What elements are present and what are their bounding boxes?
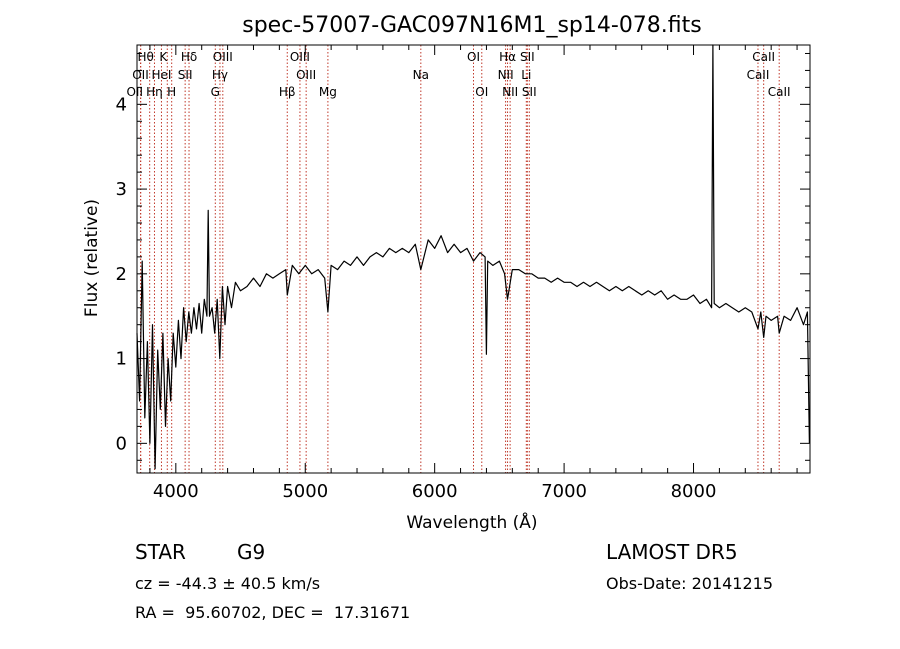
spectral-line-label: Hδ [181, 50, 197, 64]
spectral-line-label: Hη [146, 85, 163, 99]
spectral-line-label: Hα [499, 50, 516, 64]
spectral-line-label: Hβ [279, 85, 296, 99]
spectral-lines-layer [139, 45, 780, 473]
spectral-line-label: K [159, 50, 168, 64]
x-tick-label: 5000 [282, 481, 328, 502]
x-tick-label: 7000 [541, 481, 587, 502]
spectral-line-label: OI [475, 85, 488, 99]
survey-label: LAMOST DR5 [606, 540, 738, 564]
coordinates-text: RA = 95.60702, DEC = 17.31671 [135, 603, 411, 622]
object-subclass-label: G9 [237, 540, 266, 564]
axis-ticks-layer: 4000 5000 6000 7000 8000 0 1 2 3 4 [116, 45, 810, 502]
spectral-line-label: G [211, 85, 220, 99]
spectral-line-label: OII [126, 85, 143, 99]
spectral-line-label: CaII [752, 50, 775, 64]
spectral-line-label: Li [521, 68, 531, 82]
spectral-line-label: OII [132, 68, 149, 82]
x-tick-label: 6000 [412, 481, 458, 502]
spectral-line-label: Hγ [212, 68, 228, 82]
spectral-line-label: HeI [151, 68, 171, 82]
spectral-line-label: SII [522, 85, 537, 99]
y-tick-label: 0 [116, 433, 127, 454]
y-tick-label: 4 [116, 94, 127, 115]
y-tick-label: 1 [116, 349, 127, 370]
spectral-line-label: Hθ [137, 50, 153, 64]
x-tick-label: 4000 [153, 481, 199, 502]
spectral-line-label: Mg [319, 85, 337, 99]
spectral-line-label: Na [413, 68, 429, 82]
spectral-line-label: CaII [747, 68, 770, 82]
redshift-velocity-text: cz = -44.3 ± 40.5 km/s [135, 574, 321, 593]
y-tick-label: 3 [116, 179, 127, 200]
spectral-line-label: OI [467, 50, 480, 64]
chart-title: spec-57007-GAC097N16M1_sp14-078.fits [242, 13, 702, 38]
spectral-line-label: NII [498, 68, 514, 82]
object-class-label: STAR [135, 540, 186, 564]
plot-frame [136, 44, 811, 474]
spectral-line-label: OIII [290, 50, 310, 64]
spectral-line-label: OIII [213, 50, 233, 64]
spectrum-series-line [136, 44, 810, 470]
observation-date-text: Obs-Date: 20141215 [606, 574, 774, 593]
spectral-line-label: H [167, 85, 176, 99]
spectral-line-label: SII [178, 68, 193, 82]
x-axis-label: Wavelength (Å) [406, 511, 537, 533]
y-axis-label: Flux (relative) [82, 199, 102, 317]
x-tick-label: 8000 [671, 481, 717, 502]
spectral-line-label: NII [502, 85, 518, 99]
spectral-line-label: OIII [296, 68, 316, 82]
y-tick-label: 2 [116, 264, 127, 285]
spectral-line-label: SII [520, 50, 535, 64]
spectral-line-label: CaII [768, 85, 791, 99]
